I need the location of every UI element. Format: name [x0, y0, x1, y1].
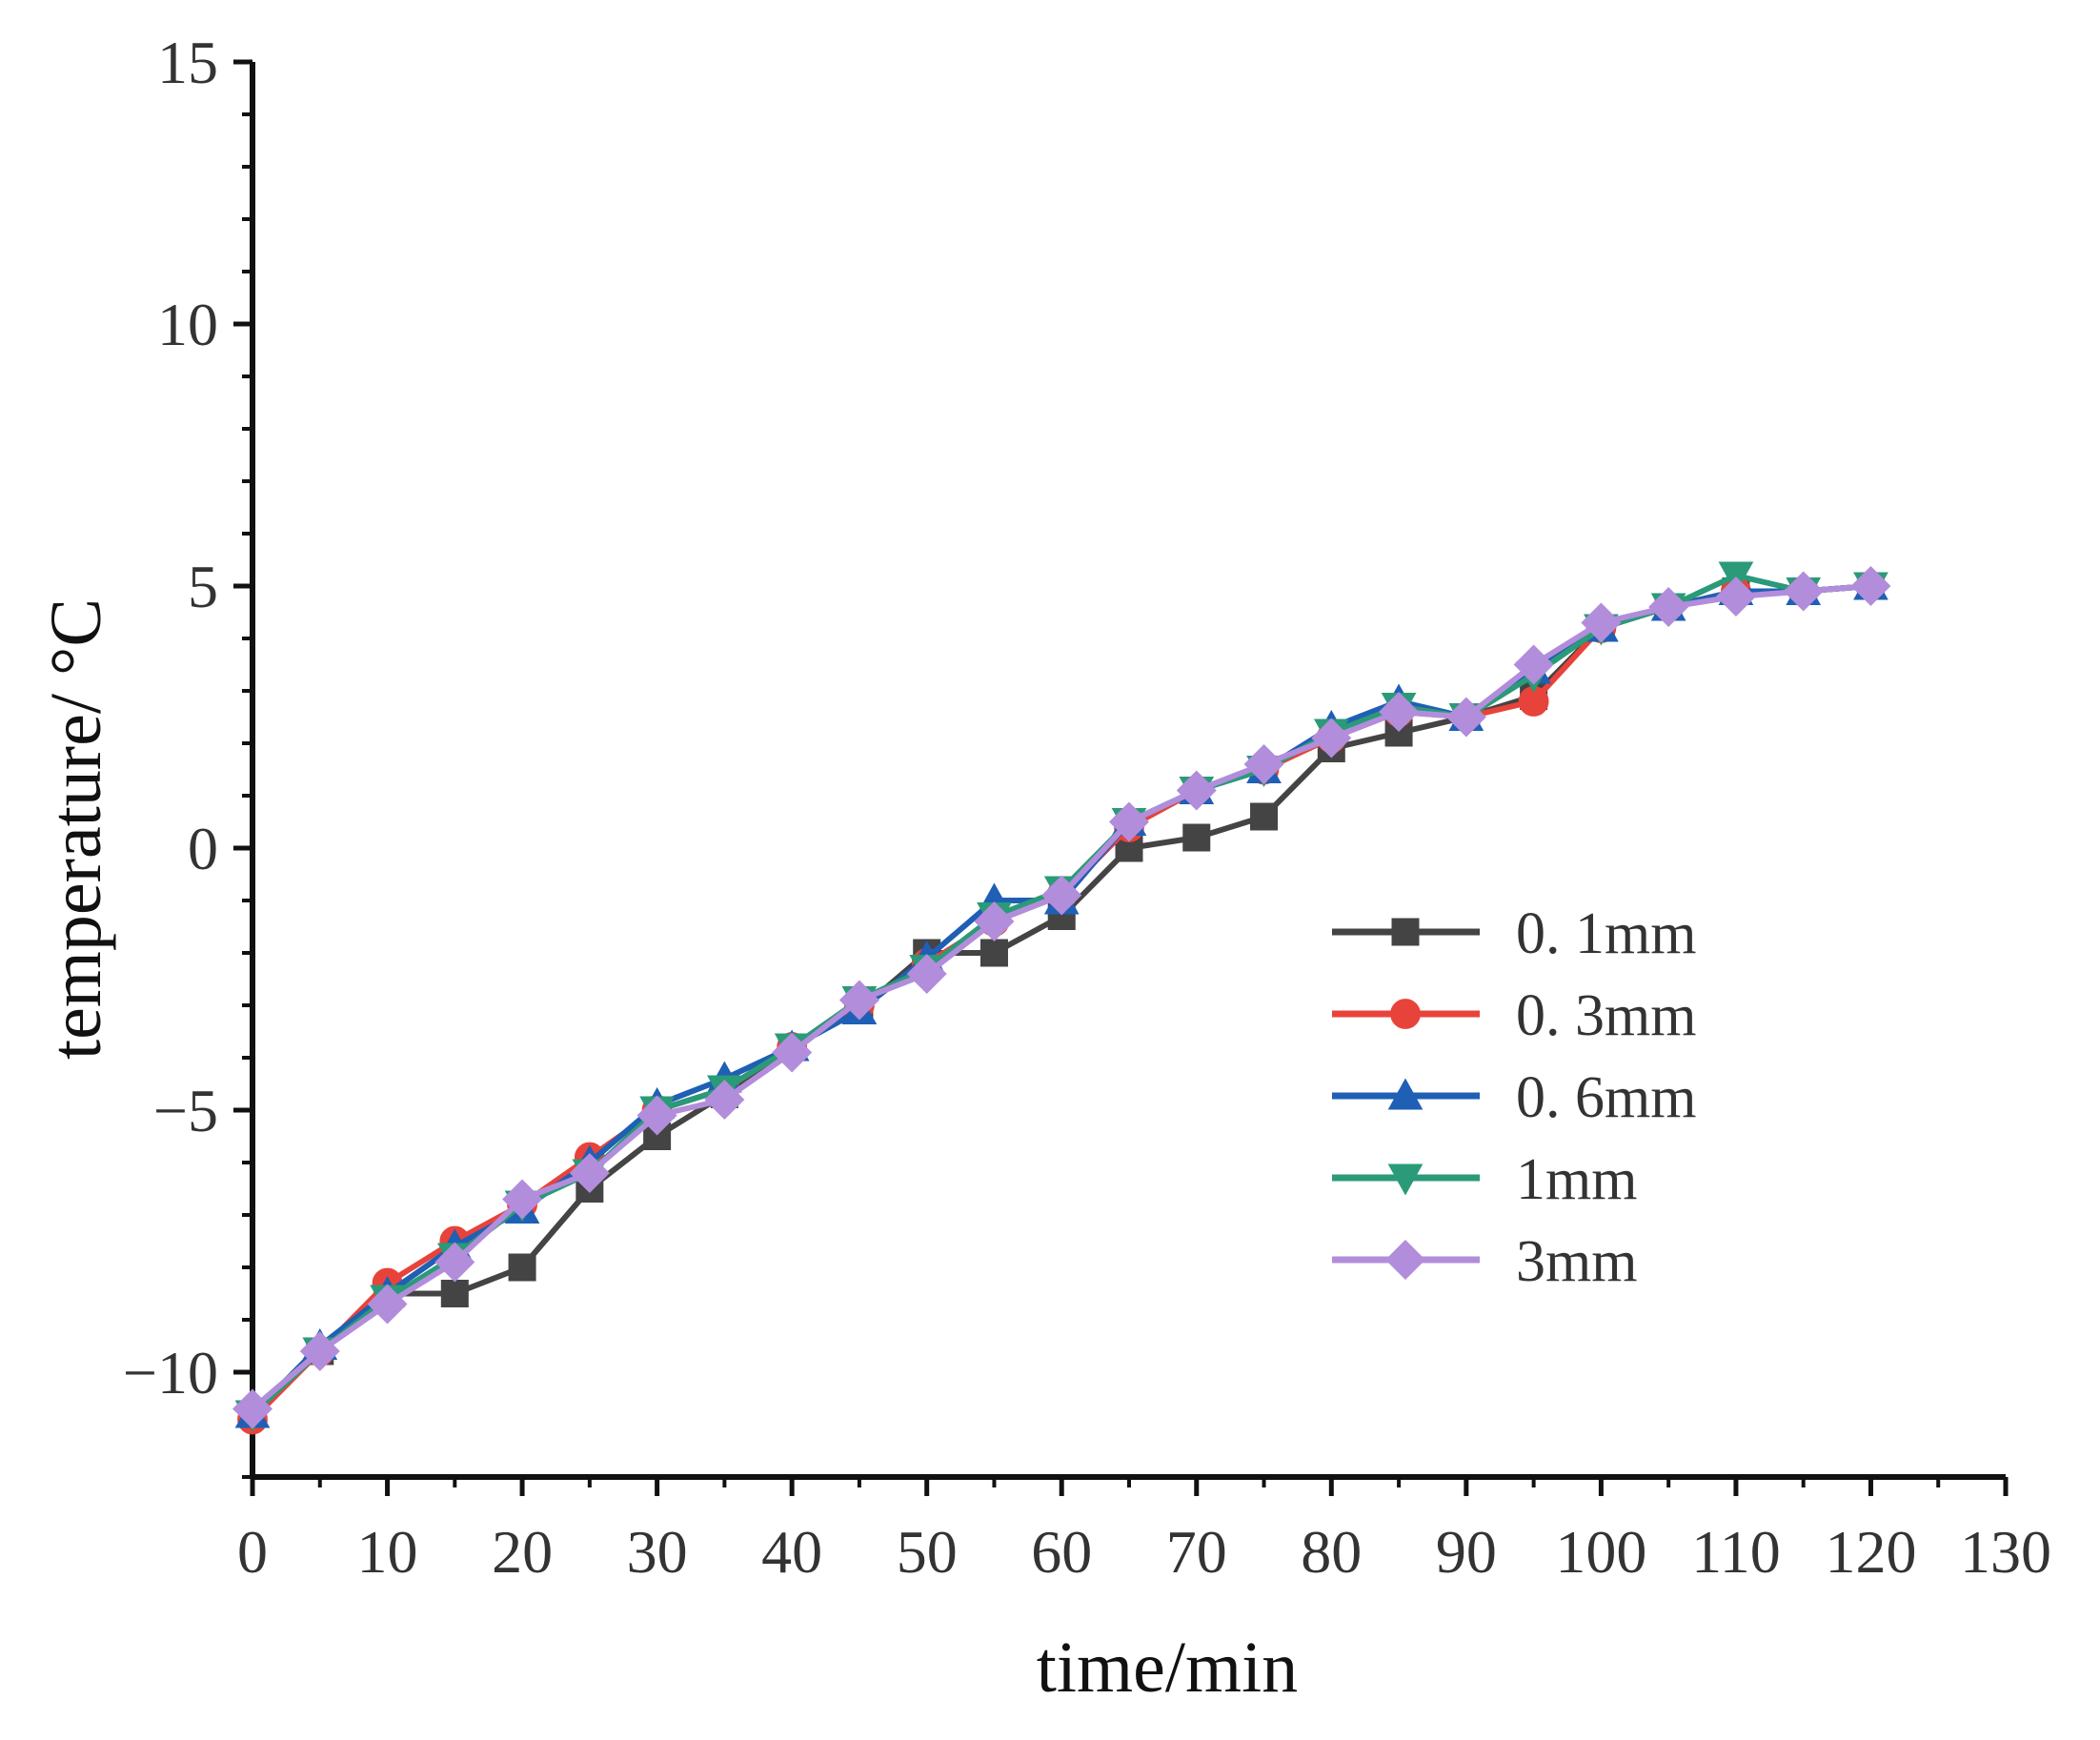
- x-tick-label: 80: [1301, 1518, 1362, 1586]
- data-point: [1311, 718, 1352, 759]
- data-point: [974, 900, 1015, 942]
- x-tick-label: 70: [1166, 1518, 1227, 1586]
- series-4: [232, 565, 1891, 1429]
- legend-marker: [1387, 1163, 1424, 1196]
- x-axis-ticks: 0 10 20 30 40 50 60 70 80 90 100 110 120 130: [237, 1477, 2051, 1586]
- data-point: [838, 980, 879, 1021]
- y-tick-label: −10: [123, 1339, 218, 1406]
- data-point: [1182, 823, 1211, 852]
- x-tick-label: 10: [357, 1518, 418, 1586]
- data-point: [1581, 602, 1622, 643]
- y-tick-label: 5: [188, 553, 218, 620]
- data-point: [1041, 875, 1082, 916]
- data-point: [299, 1330, 340, 1372]
- x-tick-label: 100: [1555, 1518, 1646, 1586]
- series-layer: [232, 561, 1891, 1435]
- data-point: [1243, 743, 1284, 785]
- y-tick-label: −5: [153, 1077, 218, 1144]
- legend-item: 3mm: [1332, 1229, 1637, 1294]
- x-tick-label: 90: [1436, 1518, 1497, 1586]
- data-point: [1250, 802, 1279, 831]
- data-point: [440, 1280, 469, 1307]
- x-tick-label: 30: [627, 1518, 688, 1586]
- y-tick-label: 10: [157, 291, 218, 358]
- legend-marker: [1390, 999, 1421, 1029]
- plot-area: −10 −5 0 5 10 15 0 10 20 30 40 50 60 70 80 90 100 110 120…: [123, 29, 2051, 1586]
- legend-label: 3mm: [1516, 1229, 1637, 1294]
- x-tick-label: 20: [492, 1518, 553, 1586]
- data-point: [1715, 576, 1756, 617]
- legend-item: 1mm: [1332, 1147, 1637, 1212]
- legend-label: 0. 6mm: [1516, 1065, 1696, 1130]
- data-point: [508, 1253, 536, 1282]
- data-point: [1176, 770, 1217, 811]
- x-tick-label: 120: [1825, 1518, 1916, 1586]
- legend-marker: [1387, 1078, 1424, 1110]
- data-point: [1108, 801, 1150, 842]
- data-point: [1783, 571, 1824, 612]
- x-tick-label: 60: [1031, 1518, 1092, 1586]
- legend-item: 0. 1mm: [1332, 901, 1696, 966]
- x-tick-label: 40: [761, 1518, 822, 1586]
- data-point: [502, 1179, 543, 1220]
- legend-label: 1mm: [1516, 1147, 1637, 1212]
- x-tick-label: 130: [1960, 1518, 2051, 1586]
- data-point: [434, 1242, 475, 1283]
- data-point: [704, 1079, 745, 1121]
- legend-marker: [1391, 918, 1420, 946]
- data-point: [636, 1095, 677, 1136]
- legend-label: 0. 3mm: [1516, 983, 1696, 1048]
- legend-item: 0. 3mm: [1332, 983, 1696, 1048]
- legend: 0. 1mm 0. 3mm 0. 6mm 1mm 3mm: [1332, 901, 1696, 1294]
- legend-marker: [1384, 1239, 1426, 1281]
- data-point: [1445, 697, 1486, 738]
- y-tick-label: 0: [188, 815, 218, 882]
- data-point: [1379, 691, 1420, 733]
- data-point: [979, 939, 1008, 967]
- x-tick-label: 110: [1691, 1518, 1781, 1586]
- legend-item: 0. 6mm: [1332, 1065, 1696, 1130]
- data-point: [569, 1152, 610, 1194]
- y-tick-label: 15: [157, 29, 218, 96]
- data-point: [232, 1388, 273, 1429]
- data-point: [906, 953, 947, 995]
- data-point: [1850, 565, 1891, 607]
- data-point: [367, 1284, 408, 1325]
- legend-label: 0. 1mm: [1516, 901, 1696, 966]
- y-axis-ticks: −10 −5 0 5 10 15: [123, 29, 252, 1479]
- x-tick-label: 0: [237, 1518, 268, 1586]
- x-tick-label: 50: [897, 1518, 958, 1586]
- x-axis-title: time/min: [1037, 1628, 1298, 1708]
- data-point: [1513, 644, 1554, 685]
- y-axis-title: temperature/ °C: [36, 598, 116, 1060]
- data-point: [772, 1032, 813, 1073]
- data-point: [1648, 586, 1689, 628]
